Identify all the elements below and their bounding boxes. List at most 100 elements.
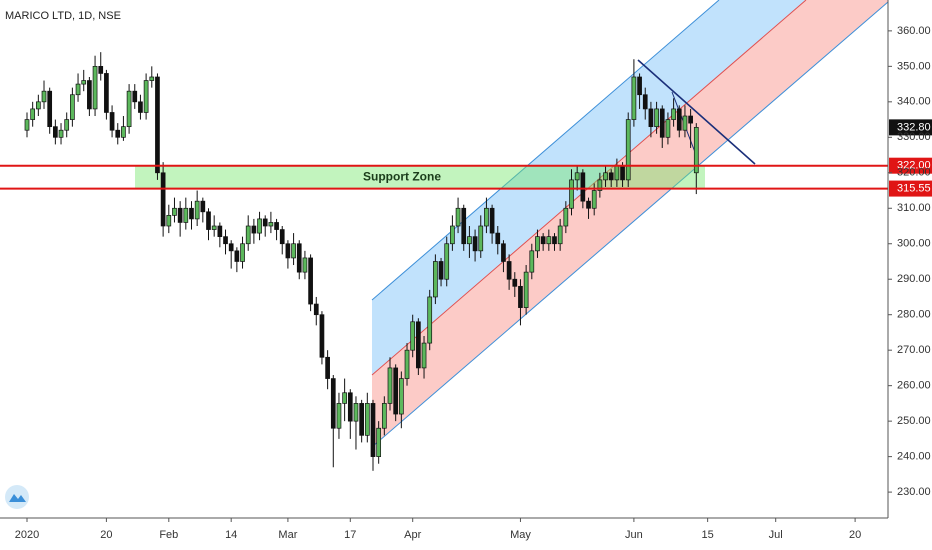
candle-body [688,115,693,124]
x-tick-label: 14 [225,529,237,541]
candle-body [47,90,53,128]
candle-body [574,172,580,181]
logo [5,485,29,509]
level-badge [889,157,932,174]
level-label: 315.55 [897,182,931,194]
candle-body [53,126,58,138]
candle-body [569,179,574,209]
candle-body [245,225,251,245]
candle-body [155,76,160,174]
candle-body [234,250,240,262]
candle-body [467,236,472,245]
candle-body [416,321,421,369]
candle-body [676,108,682,131]
candle-body [648,108,654,128]
y-tick-label: 230.00 [897,486,931,498]
candle-body [30,108,36,120]
chart-title: MARICO LTD, 1D, NSE [5,10,121,22]
candle-body [132,90,138,103]
candle-body [461,207,467,245]
candle-body [433,261,438,298]
zone-label: Support Zone [363,169,441,183]
candle-body [353,403,359,422]
candle-body [115,129,121,138]
candle-body [654,108,659,128]
x-tick-label: Jul [769,529,783,541]
x-tick-label: 20 [100,529,112,541]
candle-body [495,232,501,245]
candle-body [58,129,64,138]
candle-body [104,73,109,113]
channel-line [371,0,807,376]
candle-body [183,207,189,223]
y-tick-label: 270.00 [897,344,931,356]
candle-body [291,243,296,259]
candle-body [580,172,586,202]
candle-body [92,65,98,110]
candle-body [501,243,506,262]
candle-body [166,215,172,227]
y-tick-label: 300.00 [897,238,931,250]
candle-body [370,403,376,457]
last-price-badge [889,119,932,136]
candle-body [608,172,614,181]
candle-body [121,126,126,138]
channel-line [371,1,889,448]
level-label: 322.00 [897,160,931,172]
candle-body [421,342,427,369]
x-tick-label: 15 [702,529,714,541]
candle-body [149,76,155,81]
candle-body [535,236,540,252]
candle-body [642,94,648,110]
candle-body [177,207,183,223]
zone-layer: Support Zone [135,165,705,189]
logo-mark [9,494,26,502]
y-tick-label: 340.00 [897,96,931,108]
candle-body [302,257,308,273]
candle-body [211,225,217,230]
candle-body [347,392,353,422]
candle-body [75,83,81,96]
x-tick-label: Jun [625,529,643,541]
axes: 230.00 240.00 250.00 260.00 270.00 280.00 290.… [15,25,931,541]
candle-body [24,119,30,131]
candle-body [597,179,603,191]
candle-body [194,200,200,220]
drawings [371,0,889,448]
candles [24,52,699,471]
candle-body [557,225,563,245]
candle-body [64,119,70,131]
candle-body [279,229,285,245]
support-zone [135,165,705,189]
candle-body [342,392,347,404]
candle-body [540,236,546,245]
candle-body [364,403,370,436]
last-price-label: 332.80 [897,121,931,133]
candle-body [450,225,455,245]
candle-body [603,172,608,181]
candle-body [313,303,319,316]
y-tick-label: 320.00 [897,167,931,179]
candle-body [518,285,523,308]
candle-body [206,211,211,230]
x-tick-label: Mar [278,529,297,541]
candle-body [200,200,206,213]
candle-body [296,243,302,273]
y-tick-label: 260.00 [897,380,931,392]
candle-body [563,207,569,227]
y-tick-label: 250.00 [897,415,931,427]
candle-body [274,222,279,230]
x-tick-label: 20 [849,529,861,541]
candle-body [671,108,676,120]
candle-body [620,165,625,181]
candle-body [637,76,642,96]
candle-body [665,119,671,138]
channel-line [371,0,720,301]
candle-body [484,207,489,227]
candle-body [586,200,591,209]
y-tick-label: 350.00 [897,60,931,72]
candle-body [398,378,404,415]
candle-body [268,222,274,227]
candle-body [319,314,325,358]
